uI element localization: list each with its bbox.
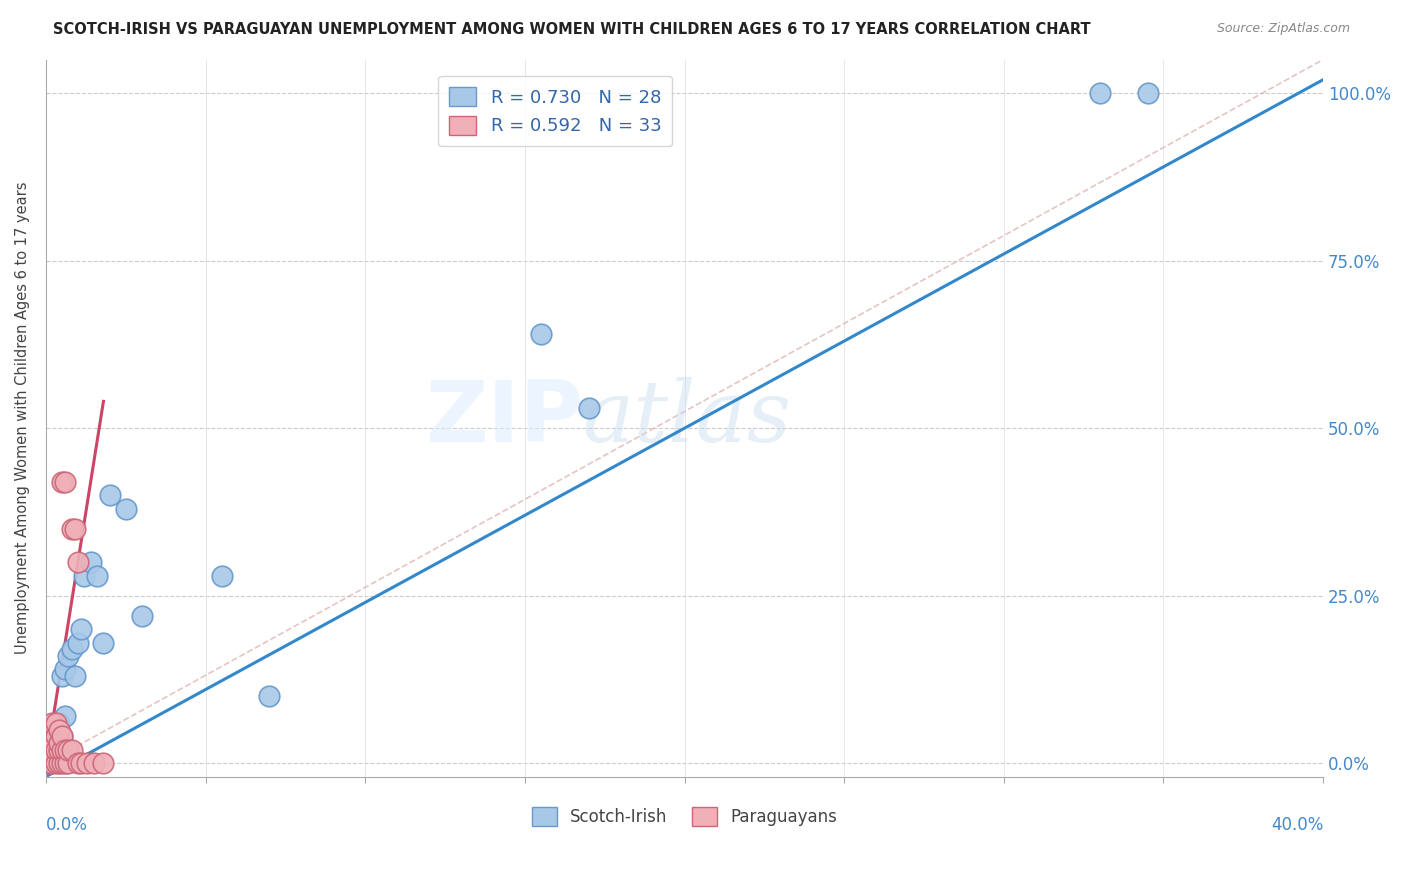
Point: [73, 568, 96, 582]
Point: [41, 736, 63, 750]
Point: [51, 669, 73, 683]
Y-axis label: Unemployment Among Women with Children Ages 6 to 17 years: Unemployment Among Women with Children A…: [15, 182, 30, 655]
Point: [259, 690, 281, 704]
Point: [53, 756, 76, 771]
Point: [63, 669, 86, 683]
Point: [79, 555, 101, 569]
Point: [70, 756, 93, 771]
Point: [58, 756, 80, 771]
Point: [41, 736, 63, 750]
Text: ZIP: ZIP: [425, 376, 582, 459]
Point: [58, 743, 80, 757]
Point: [114, 501, 136, 516]
Text: atlas: atlas: [582, 376, 792, 459]
Point: [51, 730, 73, 744]
Point: [63, 522, 86, 536]
Point: [48, 736, 70, 750]
Point: [45, 716, 67, 731]
Point: [38, 743, 60, 757]
Legend: Scotch-Irish, Paraguayans: Scotch-Irish, Paraguayans: [524, 801, 844, 833]
Point: [48, 723, 70, 737]
Point: [45, 730, 67, 744]
Point: [53, 475, 76, 489]
Point: [53, 743, 76, 757]
Point: [1136, 86, 1159, 100]
Point: [70, 622, 93, 636]
Point: [53, 662, 76, 676]
Point: [41, 749, 63, 764]
Text: 0.0%: 0.0%: [46, 816, 87, 834]
Point: [76, 756, 98, 771]
Point: [83, 756, 105, 771]
Point: [60, 743, 83, 757]
Point: [48, 723, 70, 737]
Point: [41, 756, 63, 771]
Point: [211, 568, 233, 582]
Point: [38, 749, 60, 764]
Point: [131, 608, 153, 623]
Point: [41, 716, 63, 731]
Point: [48, 716, 70, 731]
Point: [45, 743, 67, 757]
Point: [45, 756, 67, 771]
Point: [93, 756, 115, 771]
Point: [51, 756, 73, 771]
Point: [66, 555, 89, 569]
Point: [60, 522, 83, 536]
Point: [48, 756, 70, 771]
Text: SCOTCH-IRISH VS PARAGUAYAN UNEMPLOYMENT AMONG WOMEN WITH CHILDREN AGES 6 TO 17 Y: SCOTCH-IRISH VS PARAGUAYAN UNEMPLOYMENT …: [53, 22, 1091, 37]
Point: [48, 743, 70, 757]
Point: [51, 730, 73, 744]
Point: [53, 709, 76, 723]
Text: 40.0%: 40.0%: [1271, 816, 1323, 834]
Point: [58, 648, 80, 663]
Text: Source: ZipAtlas.com: Source: ZipAtlas.com: [1216, 22, 1350, 36]
Point: [93, 635, 115, 649]
Point: [1088, 86, 1111, 100]
Point: [98, 488, 121, 502]
Point: [51, 475, 73, 489]
Point: [45, 730, 67, 744]
Point: [578, 401, 600, 415]
Point: [38, 743, 60, 757]
Point: [60, 642, 83, 657]
Point: [66, 635, 89, 649]
Point: [51, 743, 73, 757]
Point: [86, 568, 108, 582]
Point: [530, 327, 553, 342]
Point: [38, 756, 60, 771]
Point: [45, 723, 67, 737]
Point: [66, 756, 89, 771]
